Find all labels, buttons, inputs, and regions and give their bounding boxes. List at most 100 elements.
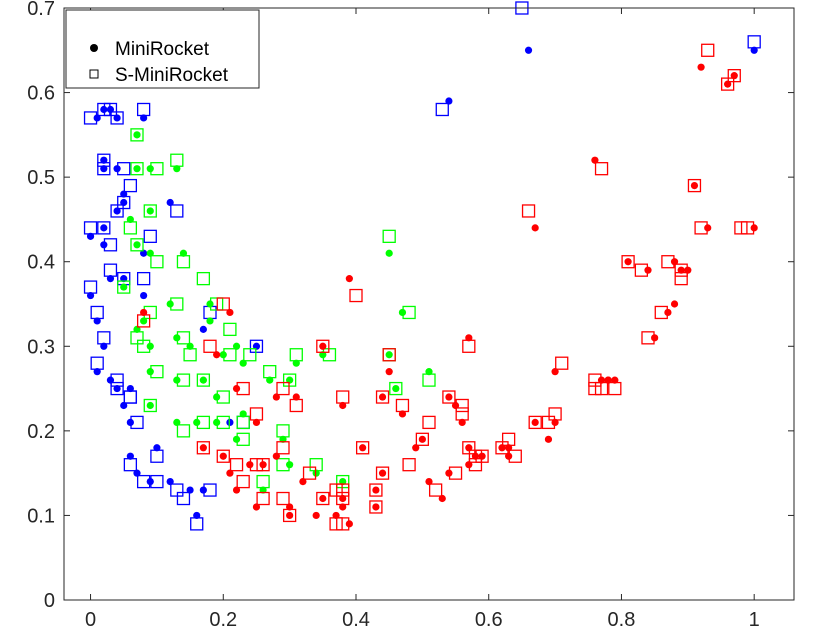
minirocket-point (219, 452, 227, 460)
s-minirocket-point (249, 407, 264, 421)
s-minirocket-point (136, 339, 151, 353)
x-tick-label: 1 (749, 609, 760, 631)
s-minirocket-point (276, 424, 290, 438)
minirocket-point (372, 503, 380, 511)
markers-layer (83, 1, 761, 531)
minirocket-point (292, 359, 300, 367)
minirocket-point (186, 486, 194, 494)
s-minirocket-point (143, 229, 157, 243)
s-minirocket-point (641, 331, 655, 345)
s-minirocket-point (90, 356, 104, 370)
s-minirocket-point (143, 398, 157, 413)
s-minirocket-point (97, 162, 111, 176)
s-minirocket-point (123, 458, 138, 472)
minirocket-point (690, 182, 699, 190)
legend-marker-s-minirocket (89, 69, 99, 79)
minirocket-point (339, 401, 347, 410)
minirocket-point (531, 418, 539, 426)
s-minirocket-point (389, 381, 403, 396)
minirocket-point (166, 478, 174, 486)
minirocket-point (670, 300, 679, 308)
y-tick-label: 0.2 (27, 421, 55, 443)
s-minirocket-point (375, 466, 390, 480)
s-minirocket-point (508, 449, 522, 463)
s-minirocket-point (143, 204, 157, 218)
s-minirocket-point (236, 415, 250, 430)
s-minirocket-point (701, 43, 715, 57)
minirocket-point (378, 469, 387, 477)
minirocket-point (126, 215, 134, 224)
s-minirocket-point (422, 415, 436, 430)
s-minirocket-point (196, 415, 211, 430)
minirocket-point (385, 351, 393, 359)
minirocket-point (339, 494, 347, 503)
s-minirocket-point (428, 483, 443, 497)
s-minirocket-point (369, 500, 383, 514)
minirocket-point (378, 393, 387, 401)
s-minirocket-point (548, 407, 562, 421)
y-tick-label: 0.1 (27, 505, 55, 527)
minirocket-point (259, 461, 267, 469)
s-minirocket-point (588, 381, 602, 396)
s-minirocket-point (375, 390, 390, 404)
minirocket-point (339, 478, 347, 486)
minirocket-point (345, 275, 353, 283)
minirocket-point (312, 511, 320, 520)
minirocket-point (458, 418, 466, 426)
legend: MiniRocket S-MiniRocket (65, 9, 260, 89)
s-minirocket-point (130, 415, 144, 430)
minirocket-point (418, 435, 426, 443)
s-minirocket-point (528, 415, 542, 430)
y-tick-label: 0.6 (27, 83, 55, 105)
s-minirocket-point (256, 458, 270, 472)
s-minirocket-point (130, 162, 144, 176)
minirocket-point (206, 317, 214, 325)
s-minirocket-point (183, 348, 197, 362)
y-tick-label: 0.5 (27, 167, 55, 189)
s-minirocket-point (216, 449, 230, 463)
minirocket-point (332, 511, 340, 520)
s-minirocket-point (336, 491, 350, 506)
s-minirocket-point (196, 373, 211, 387)
minirocket-point (425, 478, 433, 486)
minirocket-point (140, 249, 148, 257)
minirocket-point (173, 418, 181, 426)
minirocket-point (272, 393, 280, 401)
minirocket-point (86, 232, 95, 240)
s-minirocket-point (130, 128, 144, 142)
minirocket-point (146, 249, 154, 257)
s-minirocket-point (150, 255, 164, 269)
s-minirocket-point (289, 348, 303, 362)
s-minirocket-point (83, 111, 98, 125)
s-minirocket-point (435, 102, 449, 117)
s-minirocket-point (176, 491, 191, 506)
s-minirocket-point (243, 348, 257, 362)
y-tick-label: 0.3 (27, 336, 55, 358)
s-minirocket-point (289, 398, 303, 413)
minirocket-point (286, 376, 294, 384)
minirocket-point (465, 444, 473, 452)
minirocket-point (100, 342, 108, 350)
s-minirocket-point (369, 483, 383, 497)
s-minirocket-point (123, 178, 138, 193)
minirocket-point (551, 418, 559, 426)
legend-marker-minirocket (90, 44, 98, 52)
s-minirocket-point (276, 491, 290, 506)
s-minirocket-point (176, 331, 191, 345)
minirocket-point (93, 317, 101, 325)
minirocket-point (133, 131, 141, 139)
s-minirocket-point (170, 153, 184, 167)
s-minirocket-point (203, 339, 217, 353)
s-minirocket-point (223, 348, 237, 362)
minirocket-point (126, 384, 134, 393)
s-minirocket-point (117, 162, 131, 176)
s-minirocket-point (455, 398, 469, 413)
minirocket-point (153, 444, 161, 452)
minirocket-point (724, 80, 732, 88)
minirocket-point (133, 241, 141, 249)
minirocket-point (120, 275, 128, 283)
minirocket-point (697, 63, 705, 71)
minirocket-point (113, 114, 121, 122)
minirocket-point (478, 452, 486, 460)
minirocket-point (239, 359, 247, 367)
